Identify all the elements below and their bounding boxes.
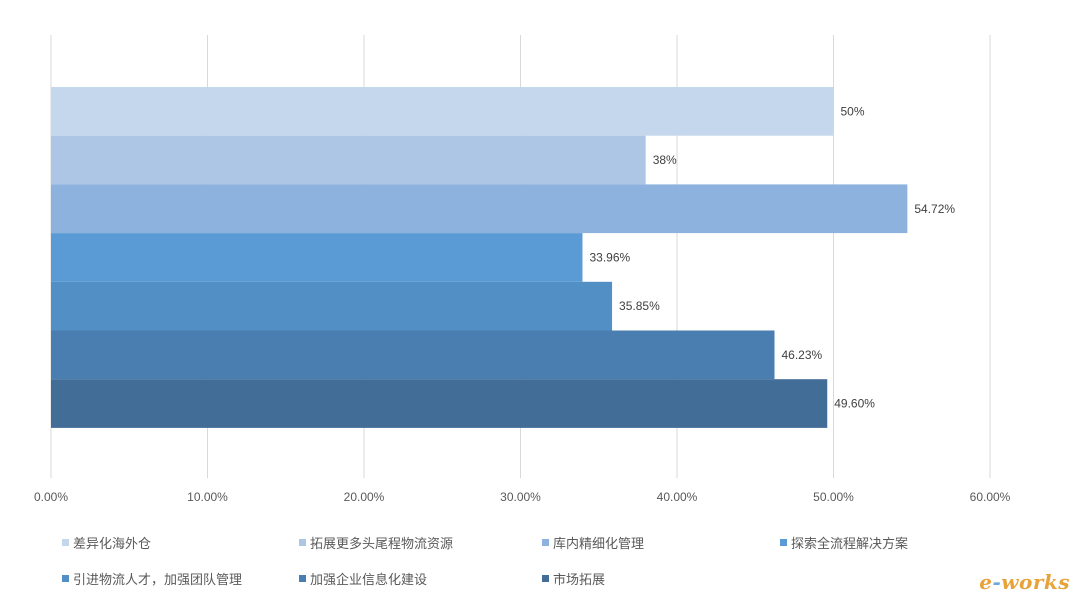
legend-swatch-2 bbox=[299, 539, 306, 546]
bar-1 bbox=[51, 87, 834, 136]
data-label-1: 50% bbox=[841, 104, 865, 118]
legend-swatch-1 bbox=[62, 539, 69, 546]
legend-swatch-6 bbox=[299, 575, 306, 582]
data-label-4: 33.96% bbox=[589, 250, 630, 264]
eworks-watermark-logo: e-works bbox=[979, 570, 1070, 594]
data-label-6: 46.23% bbox=[781, 348, 822, 362]
x-axis-tick-labels: 0.00% 10.00% 20.00% 30.00% 40.00% 50.00% 60.00… bbox=[34, 490, 1011, 504]
legend-swatch-7 bbox=[542, 575, 549, 582]
legend: 差异化海外仓 拓展更多头尾程物流资源 库内精细化管理 探索全流程解决方案引进物流人才，… bbox=[62, 536, 908, 588]
x-tick-label-3: 30.00% bbox=[500, 490, 541, 504]
data-labels: 50% 38% 54.72% 33.96% 35.85% 46.23% 49.60% bbox=[589, 104, 955, 410]
watermark-rest: works bbox=[1001, 570, 1070, 594]
bar-4 bbox=[51, 233, 583, 282]
data-label-5: 35.85% bbox=[619, 299, 660, 313]
bars bbox=[51, 87, 908, 428]
watermark-dash: - bbox=[992, 570, 1002, 594]
bar-3 bbox=[51, 184, 908, 234]
legend-label-1: 差异化海外仓 bbox=[73, 537, 151, 552]
legend-label-2: 拓展更多头尾程物流资源 bbox=[310, 536, 453, 552]
legend-label-6: 加强企业信息化建设 bbox=[310, 572, 427, 588]
x-tick-label-5: 50.00% bbox=[813, 490, 854, 504]
x-tick-label-0: 0.00% bbox=[34, 490, 68, 504]
legend-label-7: 市场拓展 bbox=[553, 572, 605, 588]
legend-swatch-3 bbox=[542, 539, 549, 546]
bar-6 bbox=[51, 330, 775, 380]
bar-7 bbox=[51, 379, 828, 428]
data-label-2: 38% bbox=[653, 153, 677, 167]
x-tick-label-1: 10.00% bbox=[187, 490, 228, 504]
x-tick-label-2: 20.00% bbox=[344, 490, 385, 504]
data-label-3: 54.72% bbox=[914, 202, 955, 216]
legend-label-5: 引进物流人才，加强团队管理 bbox=[73, 573, 242, 588]
x-tick-label-4: 40.00% bbox=[657, 490, 698, 504]
bar-2 bbox=[51, 135, 646, 185]
data-label-7: 49.60% bbox=[834, 397, 875, 411]
legend-swatch-5 bbox=[62, 575, 69, 582]
bar-5 bbox=[51, 281, 613, 331]
legend-label-4: 探索全流程解决方案 bbox=[791, 536, 908, 552]
legend-label-3: 库内精细化管理 bbox=[553, 536, 644, 552]
watermark-prefix: e bbox=[979, 570, 993, 594]
x-tick-label-6: 60.00% bbox=[970, 490, 1011, 504]
legend-swatch-4 bbox=[780, 539, 787, 546]
